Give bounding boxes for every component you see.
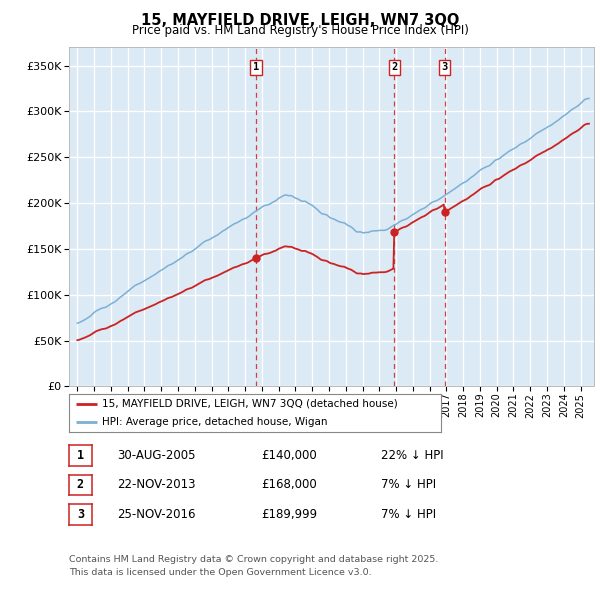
Text: £168,000: £168,000 xyxy=(261,478,317,491)
Text: 7% ↓ HPI: 7% ↓ HPI xyxy=(381,478,436,491)
Text: 15, MAYFIELD DRIVE, LEIGH, WN7 3QQ: 15, MAYFIELD DRIVE, LEIGH, WN7 3QQ xyxy=(141,12,459,28)
Text: 25-NOV-2016: 25-NOV-2016 xyxy=(117,508,196,521)
Text: 2: 2 xyxy=(391,63,397,73)
Text: £140,000: £140,000 xyxy=(261,449,317,462)
Text: 1: 1 xyxy=(253,63,259,73)
Text: This data is licensed under the Open Government Licence v3.0.: This data is licensed under the Open Gov… xyxy=(69,568,371,577)
Text: 3: 3 xyxy=(442,63,448,73)
Text: HPI: Average price, detached house, Wigan: HPI: Average price, detached house, Wiga… xyxy=(103,417,328,427)
Text: 1: 1 xyxy=(77,449,84,462)
Text: 2: 2 xyxy=(77,478,84,491)
Text: 22-NOV-2013: 22-NOV-2013 xyxy=(117,478,196,491)
Text: £189,999: £189,999 xyxy=(261,508,317,521)
Text: 7% ↓ HPI: 7% ↓ HPI xyxy=(381,508,436,521)
Text: 30-AUG-2005: 30-AUG-2005 xyxy=(117,449,196,462)
Text: 15, MAYFIELD DRIVE, LEIGH, WN7 3QQ (detached house): 15, MAYFIELD DRIVE, LEIGH, WN7 3QQ (deta… xyxy=(103,399,398,409)
Text: Price paid vs. HM Land Registry's House Price Index (HPI): Price paid vs. HM Land Registry's House … xyxy=(131,24,469,37)
Text: 3: 3 xyxy=(77,508,84,521)
Text: 22% ↓ HPI: 22% ↓ HPI xyxy=(381,449,443,462)
Text: Contains HM Land Registry data © Crown copyright and database right 2025.: Contains HM Land Registry data © Crown c… xyxy=(69,555,439,564)
